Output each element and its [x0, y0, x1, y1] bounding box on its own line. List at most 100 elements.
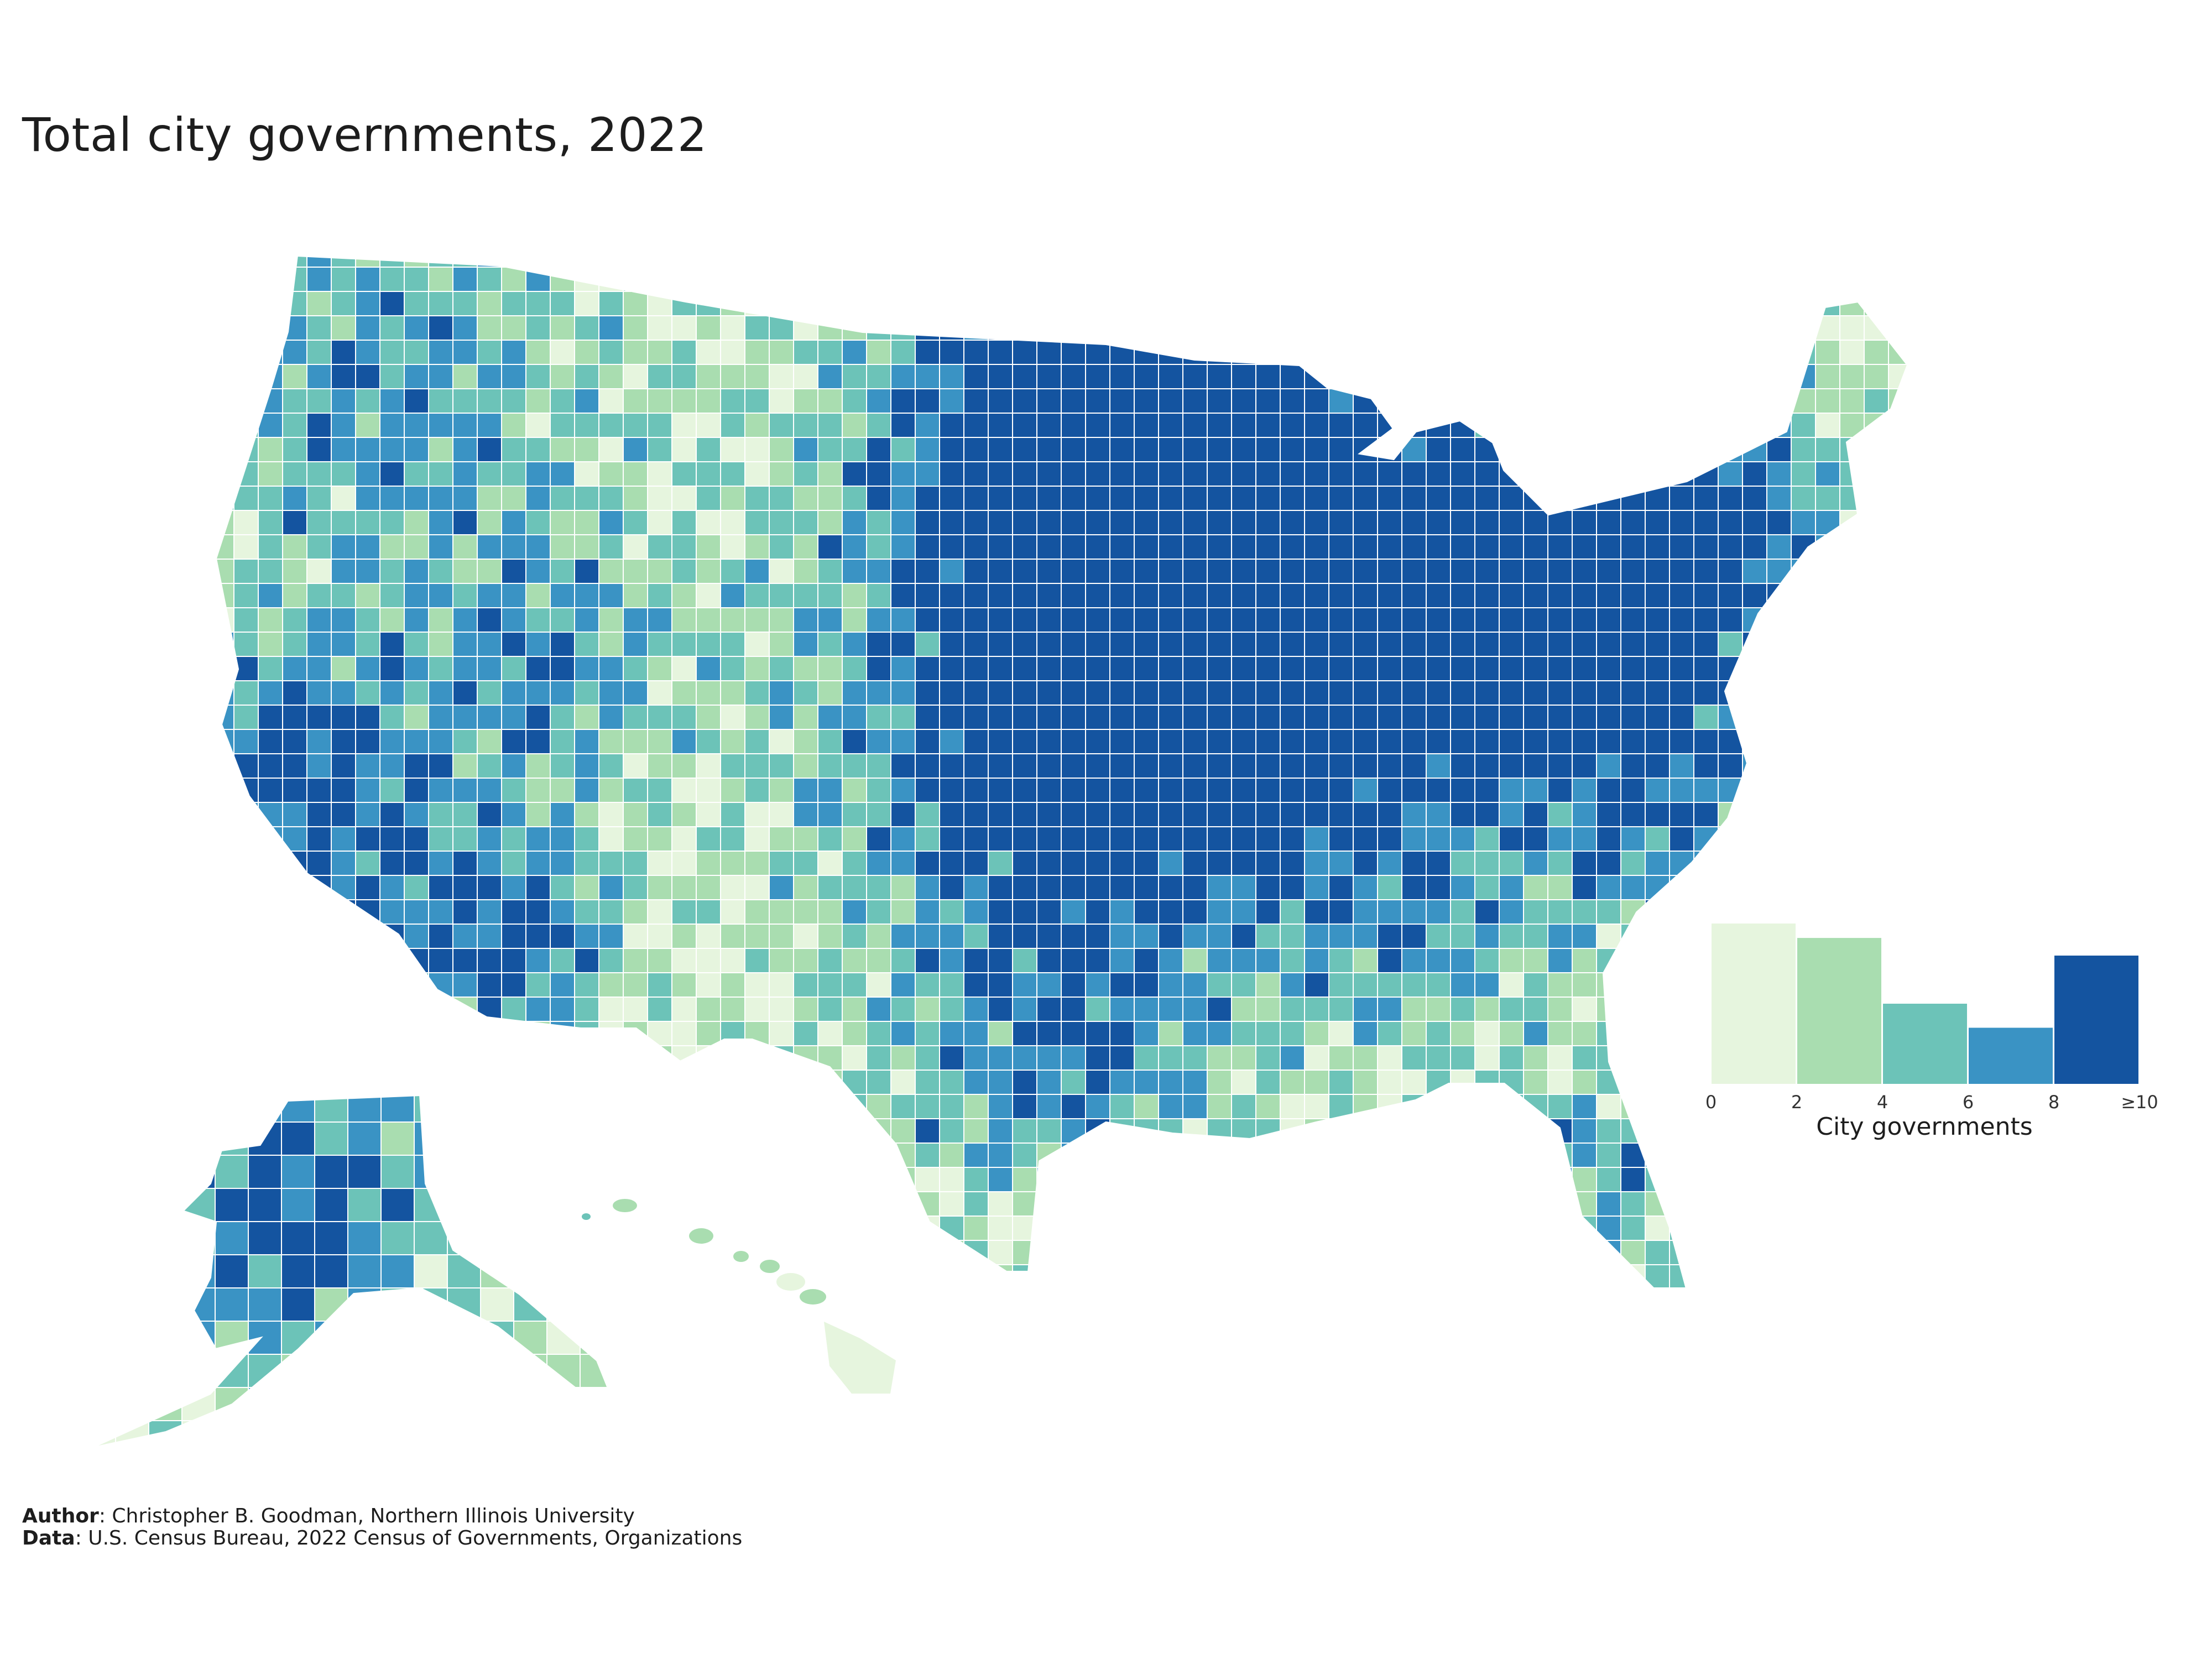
- county-cell: [867, 1265, 890, 1288]
- county-cell: [624, 560, 647, 583]
- county-cell: [216, 1095, 233, 1118]
- county-cell: [1889, 706, 1908, 729]
- county-cell: [697, 438, 720, 461]
- county-cell: [1037, 255, 1061, 267]
- county-cell: [1573, 535, 1596, 559]
- county-cell: [1719, 608, 1742, 632]
- county-cell: [1597, 1119, 1620, 1142]
- county-cell: [1670, 1022, 1693, 1045]
- county-cell: [770, 462, 793, 486]
- county-cell: [356, 1046, 379, 1070]
- county-cell: [453, 365, 477, 388]
- county-cell: [1889, 1192, 1908, 1215]
- county-cell: [283, 341, 306, 364]
- county-cell: [1305, 657, 1328, 680]
- county-cell: [1208, 925, 1231, 948]
- county-cell: [1889, 511, 1908, 534]
- county-cell: [940, 1168, 963, 1191]
- county-cell: [283, 511, 306, 534]
- county-cell: [1451, 754, 1474, 778]
- county-cell: [1670, 973, 1693, 997]
- county-cell: [940, 389, 963, 413]
- legend-tick: 6: [1962, 1092, 1974, 1113]
- county-cell: [1135, 657, 1158, 680]
- county-cell: [1475, 341, 1499, 364]
- county-cell: [514, 1421, 546, 1449]
- county-cell: [380, 1071, 404, 1094]
- county-cell: [1110, 730, 1134, 753]
- county-cell: [624, 438, 647, 461]
- county-cell: [989, 1095, 1012, 1118]
- county-cell: [1792, 438, 1815, 461]
- county-cell: [891, 681, 915, 705]
- county-cell: [1183, 292, 1207, 315]
- county-cell: [1500, 779, 1523, 802]
- county-cell: [259, 389, 282, 413]
- county-cell: [1475, 900, 1499, 924]
- county-cell: [1232, 255, 1255, 267]
- county-cell: [1427, 1022, 1450, 1045]
- county-cell: [1865, 657, 1888, 680]
- county-cell: [1500, 268, 1523, 291]
- county-cell: [672, 876, 696, 899]
- county-cell: [624, 365, 647, 388]
- county-cell: [1378, 414, 1401, 437]
- county-cell: [1232, 389, 1255, 413]
- county-cell: [697, 535, 720, 559]
- county-cell: [1475, 1095, 1499, 1118]
- county-cell: [356, 584, 379, 607]
- county-cell: [116, 1123, 148, 1155]
- county-cell: [1183, 779, 1207, 802]
- county-cell: [1208, 730, 1231, 753]
- county-cell: [551, 1144, 574, 1167]
- county-cell: [867, 292, 890, 315]
- county-cell: [989, 341, 1012, 364]
- county-cell: [1743, 584, 1766, 607]
- county-cell: [1719, 852, 1742, 875]
- county-cell: [453, 827, 477, 851]
- county-cell: [672, 633, 696, 656]
- county-cell: [1305, 852, 1328, 875]
- county-cell: [551, 973, 574, 997]
- county-cell: [1621, 730, 1645, 753]
- county-cell: [1037, 1265, 1061, 1288]
- county-cell: [818, 1241, 842, 1264]
- county-cell: [1256, 949, 1280, 972]
- county-cell: [672, 268, 696, 291]
- county-cell: [1913, 365, 1937, 388]
- county-cell: [648, 1265, 671, 1288]
- county-cell: [1110, 754, 1134, 778]
- county-cell: [891, 1046, 915, 1070]
- county-cell: [1256, 681, 1280, 705]
- county-cell: [1840, 779, 1864, 802]
- county-cell: [624, 1071, 647, 1094]
- county-cell: [624, 1241, 647, 1264]
- county-cell: [1159, 1119, 1182, 1142]
- county-cell: [1451, 535, 1474, 559]
- county-cell: [891, 389, 915, 413]
- county-cell: [1573, 949, 1596, 972]
- county-cell: [1743, 535, 1766, 559]
- county-cell: [867, 414, 890, 437]
- county-cell: [624, 1217, 647, 1240]
- county-cell: [307, 852, 331, 875]
- county-cell: [1865, 779, 1888, 802]
- county-cell: [429, 681, 452, 705]
- county-cell: [624, 1119, 647, 1142]
- county-cell: [1329, 268, 1353, 291]
- county-cell: [745, 438, 769, 461]
- county-cell: [1475, 1265, 1499, 1288]
- county-cell: [1281, 535, 1304, 559]
- county-cell: [745, 925, 769, 948]
- county-cell: [405, 462, 428, 486]
- county-cell: [1475, 779, 1499, 802]
- county-cell: [356, 852, 379, 875]
- county-cell: [575, 657, 598, 680]
- county-cell: [1475, 852, 1499, 875]
- county-cell: [356, 462, 379, 486]
- county-cell: [1208, 1022, 1231, 1045]
- county-cell: [1792, 608, 1815, 632]
- county-cell: [1597, 925, 1620, 948]
- county-cell: [770, 255, 793, 267]
- county-cell: [1232, 1022, 1255, 1045]
